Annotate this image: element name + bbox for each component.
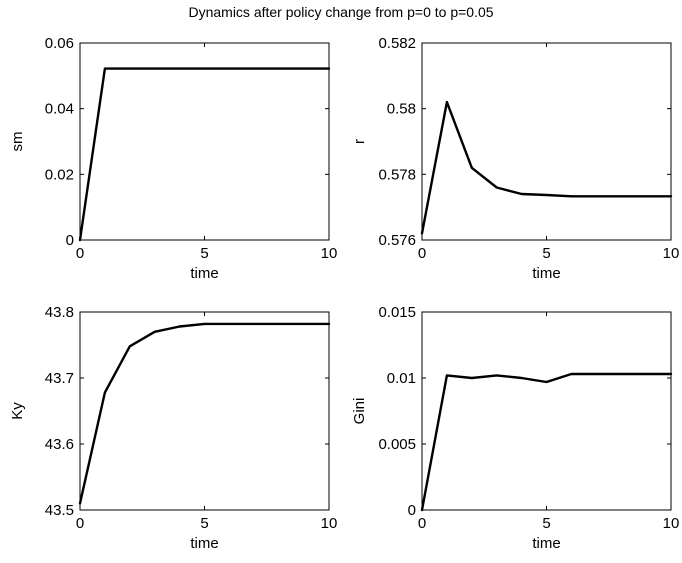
r-y-tick-label: 0.578 <box>378 166 416 183</box>
r-series-line <box>420 100 673 235</box>
subplot-gini: 0 5 10 0 0.005 0.01 0.015 time Gini <box>351 304 679 552</box>
sm-y-tick-label: 0 <box>66 232 74 249</box>
sm-y-tick-label: 0.04 <box>45 101 74 118</box>
gini-x-tick-label: 10 <box>663 515 680 532</box>
r-axes-frame <box>421 42 672 241</box>
ky-y-axis-label: Ky <box>9 402 26 420</box>
ky-x-axis-label: time <box>190 535 218 552</box>
r-x-tick-label: 5 <box>542 245 550 262</box>
gini-series-line <box>420 372 673 512</box>
sm-x-tick-label: 0 <box>76 245 84 262</box>
ky-series-line <box>78 322 331 505</box>
gini-y-axis-label: Gini <box>351 398 368 425</box>
sm-y-tick-label: 0.02 <box>45 166 74 183</box>
sm-series-line <box>78 67 331 242</box>
sm-x-tick-label: 10 <box>321 245 338 262</box>
gini-x-axis-label: time <box>532 535 560 552</box>
ky-x-tick-label: 10 <box>321 515 338 532</box>
gini-x-tick-label: 0 <box>418 515 426 532</box>
gini-y-tick-label: 0 <box>408 502 416 519</box>
figure-title: Dynamics after policy change from p=0 to… <box>188 4 494 20</box>
r-x-tick-label: 10 <box>663 245 680 262</box>
subplot-sm: 0 5 10 0 0.02 0.04 0.06 time sm <box>9 35 337 282</box>
ky-y-tick-label: 43.6 <box>45 436 74 453</box>
sm-axes-frame <box>79 42 330 241</box>
subplot-r: 0 5 10 0.576 0.578 0.58 0.582 time r <box>351 35 679 282</box>
gini-y-tick-label: 0.01 <box>387 370 416 387</box>
ky-y-tick-label: 43.5 <box>45 502 74 519</box>
sm-x-tick-label: 5 <box>200 245 208 262</box>
ky-y-tick-label: 43.8 <box>45 304 74 321</box>
gini-y-tick-label: 0.015 <box>378 304 416 321</box>
sm-x-axis-label: time <box>190 265 218 282</box>
gini-axes-frame <box>421 311 672 511</box>
r-y-tick-label: 0.576 <box>378 232 416 249</box>
ky-y-tick-label: 43.7 <box>45 370 74 387</box>
gini-y-tick-label: 0.005 <box>378 436 416 453</box>
gini-x-tick-label: 5 <box>542 515 550 532</box>
r-y-tick-label: 0.58 <box>387 101 416 118</box>
r-x-axis-label: time <box>532 265 560 282</box>
sm-y-axis-label: sm <box>9 132 26 152</box>
r-y-axis-label: r <box>351 139 368 144</box>
ky-axes-frame <box>79 311 330 511</box>
ky-x-tick-label: 0 <box>76 515 84 532</box>
ky-x-tick-label: 5 <box>200 515 208 532</box>
r-x-tick-label: 0 <box>418 245 426 262</box>
sm-y-tick-label: 0.06 <box>45 35 74 52</box>
r-y-tick-label: 0.582 <box>378 35 416 52</box>
subplot-ky: 0 5 10 43.5 43.6 43.7 43.8 time Ky <box>9 304 337 552</box>
